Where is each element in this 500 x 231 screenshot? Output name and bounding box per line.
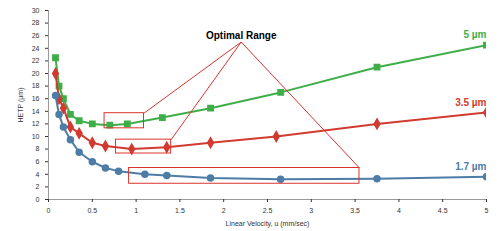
svg-text:14: 14: [32, 108, 40, 115]
svg-text:Optimal Range: Optimal Range: [206, 30, 277, 41]
svg-text:1.7 µm: 1.7 µm: [455, 161, 486, 172]
svg-text:1.5: 1.5: [175, 207, 185, 214]
svg-text:18: 18: [32, 82, 40, 89]
svg-text:4.5: 4.5: [438, 207, 448, 214]
svg-text:4: 4: [36, 171, 40, 178]
svg-text:2: 2: [36, 183, 40, 190]
svg-text:0: 0: [36, 196, 40, 203]
svg-text:12: 12: [32, 120, 40, 127]
svg-text:16: 16: [32, 95, 40, 102]
svg-text:5 µm: 5 µm: [464, 29, 487, 40]
svg-text:6: 6: [36, 158, 40, 165]
svg-text:0: 0: [47, 207, 51, 214]
svg-text:10: 10: [32, 133, 40, 140]
svg-text:HETP (µm): HETP (µm): [17, 87, 25, 122]
svg-text:28: 28: [32, 19, 40, 26]
svg-text:20: 20: [32, 70, 40, 77]
svg-text:2.5: 2.5: [263, 207, 273, 214]
svg-text:22: 22: [32, 57, 40, 64]
svg-text:5: 5: [485, 207, 489, 214]
svg-text:0.5: 0.5: [87, 207, 97, 214]
svg-text:8: 8: [36, 145, 40, 152]
svg-text:3.5 µm: 3.5 µm: [455, 97, 486, 108]
svg-text:24: 24: [32, 45, 40, 52]
svg-text:3: 3: [309, 207, 313, 214]
svg-text:Linear Velocity, u (mm/sec): Linear Velocity, u (mm/sec): [226, 220, 310, 228]
svg-text:4: 4: [397, 207, 401, 214]
svg-text:3.5: 3.5: [350, 207, 360, 214]
svg-text:2: 2: [222, 207, 226, 214]
svg-text:30: 30: [32, 7, 40, 14]
svg-text:26: 26: [32, 32, 40, 39]
svg-text:1: 1: [134, 207, 138, 214]
